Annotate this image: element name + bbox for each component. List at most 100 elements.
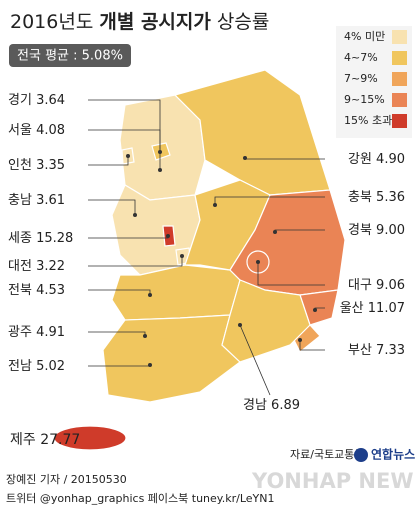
region-name: 세종 xyxy=(8,231,32,246)
leader-line xyxy=(214,196,325,205)
region-name: 인천 xyxy=(8,158,32,173)
leader-dot xyxy=(158,168,162,172)
credit: 장예진 기자 / 20150530 xyxy=(6,473,127,486)
region-value: 5.02 xyxy=(36,359,65,374)
average: 전국 평균 : 5.08% xyxy=(17,49,123,64)
region-label: 대전 3.22 xyxy=(8,259,65,274)
region-label: 부산 7.33 xyxy=(348,343,405,358)
leader-line xyxy=(257,262,325,286)
region-name: 대전 xyxy=(8,259,32,274)
region-name: 경북 xyxy=(348,223,372,238)
region-value: 4.90 xyxy=(376,152,405,167)
region-value: 27.77 xyxy=(40,432,80,448)
legend-swatch xyxy=(392,72,407,86)
region-name: 서울 xyxy=(8,123,32,138)
logo-icon xyxy=(354,448,368,462)
leader-dot xyxy=(133,213,137,217)
title: 2016년도 개별 공시지가 상승률 xyxy=(10,11,269,33)
region-value: 9.06 xyxy=(376,278,405,293)
region-label: 경남 6.89 xyxy=(243,398,300,413)
leader-dot xyxy=(148,363,152,367)
leader-line xyxy=(88,156,129,166)
average-box xyxy=(9,44,131,67)
region-value: 9.00 xyxy=(376,223,405,238)
region-value: 3.22 xyxy=(36,259,65,274)
leader-dot xyxy=(256,260,260,264)
legend-swatch xyxy=(392,114,407,128)
region-value: 4.53 xyxy=(36,283,65,298)
region-label: 서울 4.08 xyxy=(8,123,65,138)
region-shape xyxy=(102,314,241,403)
region-name: 경남 xyxy=(243,398,267,413)
leader-dot xyxy=(313,308,317,312)
leader-dot xyxy=(273,230,277,234)
region-label: 충북 5.36 xyxy=(348,190,405,205)
region-value: 4.91 xyxy=(36,325,65,340)
region-name: 충남 xyxy=(8,193,32,208)
region-value: 3.64 xyxy=(36,93,65,108)
region-value: 3.35 xyxy=(36,158,65,173)
region-value: 5.36 xyxy=(376,190,405,205)
region-label: 울산 11.07 xyxy=(340,301,405,316)
logo: 연합뉴스 xyxy=(371,447,415,462)
leader-dot xyxy=(180,254,184,258)
social: 트위터 @yonhap_graphics 페이스북 tuney.kr/LeYN1 xyxy=(6,492,274,505)
leader-dot xyxy=(213,203,217,207)
region-name: 전북 xyxy=(8,283,32,298)
leader-dot xyxy=(166,234,170,238)
region-value: 3.61 xyxy=(36,193,65,208)
region-name: 부산 xyxy=(348,343,372,358)
region-label: 광주 4.91 xyxy=(8,325,65,340)
leader-line xyxy=(88,199,136,215)
leader-dot xyxy=(238,323,242,327)
region-name: 제주 xyxy=(10,432,36,448)
region-label: 경북 9.00 xyxy=(348,223,405,238)
region-name: 대구 xyxy=(348,278,372,293)
region-label: 강원 4.90 xyxy=(348,152,405,167)
leader-dot xyxy=(298,338,302,342)
region-name: 강원 xyxy=(348,152,372,167)
watermark: YONHAP NEWS xyxy=(251,469,415,493)
region-value: 4.08 xyxy=(36,123,65,138)
leader-dot xyxy=(126,154,130,158)
region-shape xyxy=(53,425,127,451)
legend-label: 9~15% xyxy=(344,93,385,106)
region-name: 경기 xyxy=(8,93,32,108)
leader-line xyxy=(239,324,271,396)
legend-label: 7~9% xyxy=(344,72,378,85)
leader-dot xyxy=(243,156,247,160)
leader-dot xyxy=(158,150,162,154)
source: 자료/국토교통부 xyxy=(290,448,365,461)
legend-label: 4~7% xyxy=(344,51,378,64)
title-year: 2016년도 xyxy=(10,11,93,33)
legend-label: 4% 미만 xyxy=(344,30,385,43)
title-bold: 개별 공시지가 xyxy=(99,11,211,33)
region-label: 전북 4.53 xyxy=(8,283,65,298)
region-value: 6.89 xyxy=(271,398,300,413)
region-label: 대구 9.06 xyxy=(348,278,405,293)
region-value: 15.28 xyxy=(36,231,73,246)
region-label: 전남 5.02 xyxy=(8,359,65,374)
region-label: 충남 3.61 xyxy=(8,193,65,208)
legend-swatch xyxy=(392,51,407,65)
region-name: 광주 xyxy=(8,325,32,340)
leader-dot xyxy=(143,334,147,338)
region-name: 전남 xyxy=(8,359,32,374)
leader-line xyxy=(88,256,183,267)
region-shape xyxy=(221,279,311,363)
region-name: 울산 xyxy=(340,301,364,316)
title-rest: 상승률 xyxy=(217,11,269,33)
legend-swatch xyxy=(392,30,407,44)
legend-swatch xyxy=(392,93,407,107)
leader-dot xyxy=(148,293,152,297)
leader-line xyxy=(88,129,161,152)
region-value: 11.07 xyxy=(368,301,405,316)
legend-label: 15% 초과 xyxy=(344,114,392,127)
region-label: 인천 3.35 xyxy=(8,158,65,173)
region-name: 충북 xyxy=(348,190,372,205)
region-label: 제주 27.77 xyxy=(10,432,80,448)
leader-line xyxy=(299,340,325,351)
region-label: 경기 3.64 xyxy=(8,93,65,108)
region-value: 7.33 xyxy=(376,343,405,358)
